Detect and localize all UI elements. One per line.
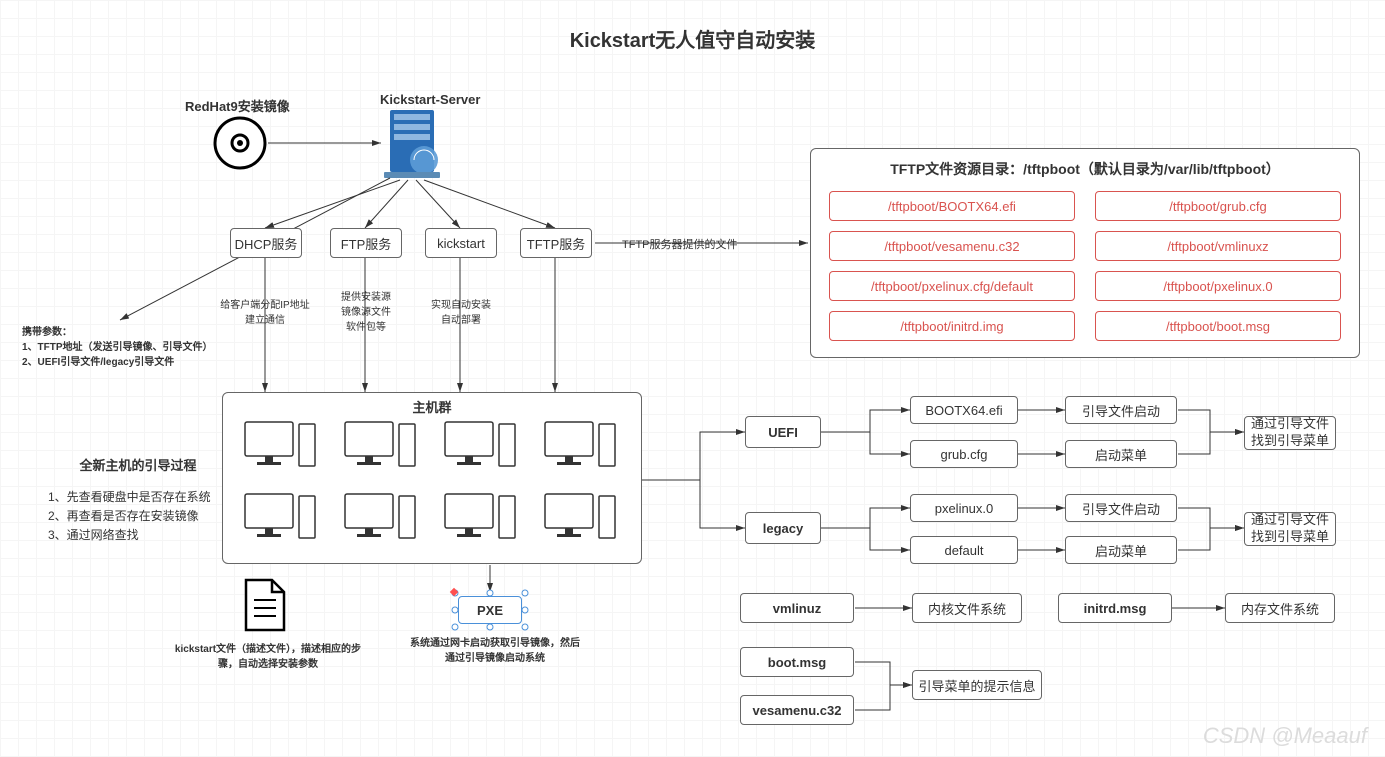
initrd-desc: 内存文件系统 — [1225, 593, 1335, 623]
tftp-file-6: /tftpboot/initrd.img — [829, 311, 1075, 341]
tftp-file-3: /tftpboot/vmlinuxz — [1095, 231, 1341, 261]
carry-line2: 2、UEFI引导文件/legacy引导文件 — [22, 353, 222, 368]
server-label: Kickstart-Server — [380, 92, 480, 107]
uefi-action-0: 引导文件启动 — [1065, 396, 1177, 424]
legacy-node: legacy — [745, 512, 821, 544]
uefi-node: UEFI — [745, 416, 821, 448]
cd-icon — [215, 118, 265, 168]
legacy-action-0: 引导文件启动 — [1065, 494, 1177, 522]
vesamenu-node: vesamenu.c32 — [740, 695, 854, 725]
tftp-file-2: /tftpboot/vesamenu.c32 — [829, 231, 1075, 261]
initrd-node: initrd.msg — [1058, 593, 1172, 623]
hosts-title: 主机群 — [223, 393, 641, 416]
carry-heading: 携带参数： — [22, 323, 222, 338]
document-icon — [240, 578, 290, 634]
vmlinuz-desc: 内核文件系统 — [912, 593, 1022, 623]
vmlinuz-node: vmlinuz — [740, 593, 854, 623]
carry-line1: 1、TFTP地址（发送引导镜像、引导文件） — [22, 338, 222, 353]
dhcp-desc: 给客户端分配IP地址 建立通信 — [210, 296, 320, 326]
bootmsg-node: boot.msg — [740, 647, 854, 677]
kickstart-box: kickstart — [425, 228, 497, 258]
boot-step3: 3、通过网络查找 — [48, 526, 228, 545]
tftp-dir-title: TFTP文件资源目录：/tftpboot（默认目录为/var/lib/tftpb… — [811, 149, 1359, 187]
tftp-edge-label: TFTP服务器提供的文件 — [622, 236, 738, 252]
tftp-service-box: TFTP服务 — [520, 228, 592, 258]
ks-file-note: kickstart文件（描述文件），描述相应的步骤，自动选择安装参数 — [168, 642, 368, 672]
legacy-file-1: default — [910, 536, 1018, 564]
pxe-desc: 系统通过网卡启动获取引导镜像，然后通过引导镜像启动系统 — [410, 636, 580, 666]
page-title: Kickstart无人值守自动安装 — [0, 24, 1385, 53]
boot-heading: 全新主机的引导过程 — [48, 455, 228, 474]
uefi-file-0: BOOTX64.efi — [910, 396, 1018, 424]
uefi-file-1: grub.cfg — [910, 440, 1018, 468]
tftp-file-7: /tftpboot/boot.msg — [1095, 311, 1341, 341]
tftp-file-0: /tftpboot/BOOTX64.efi — [829, 191, 1075, 221]
server-icon — [384, 110, 440, 178]
tftp-file-1: /tftpboot/grub.cfg — [1095, 191, 1341, 221]
tftp-file-4: /tftpboot/pxelinux.cfg/default — [829, 271, 1075, 301]
watermark: CSDN @Meaauf — [1203, 723, 1367, 749]
legacy-action-1: 启动菜单 — [1065, 536, 1177, 564]
dhcp-service-box: DHCP服务 — [230, 228, 302, 258]
redhat-label: RedHat9安装镜像 — [185, 96, 290, 115]
ftp-desc: 提供安装源 镜像源文件 软件包等 — [320, 288, 412, 333]
uefi-note: 通过引导文件 找到引导菜单 — [1244, 416, 1336, 450]
hosts-panel: 主机群 — [222, 392, 642, 564]
bootmenu-desc: 引导菜单的提示信息 — [912, 670, 1042, 700]
legacy-file-0: pxelinux.0 — [910, 494, 1018, 522]
tftp-dir-panel: TFTP文件资源目录：/tftpboot（默认目录为/var/lib/tftpb… — [810, 148, 1360, 358]
pxe-box[interactable]: PXE — [458, 596, 522, 624]
boot-step1: 1、先查看硬盘中是否存在系统 — [48, 488, 228, 507]
tftp-file-5: /tftpboot/pxelinux.0 — [1095, 271, 1341, 301]
ftp-service-box: FTP服务 — [330, 228, 402, 258]
uefi-action-1: 启动菜单 — [1065, 440, 1177, 468]
legacy-note: 通过引导文件 找到引导菜单 — [1244, 512, 1336, 546]
ks-desc: 实现自动安装 自动部署 — [418, 296, 504, 326]
boot-step2: 2、再查看是否存在安装镜像 — [48, 507, 228, 526]
